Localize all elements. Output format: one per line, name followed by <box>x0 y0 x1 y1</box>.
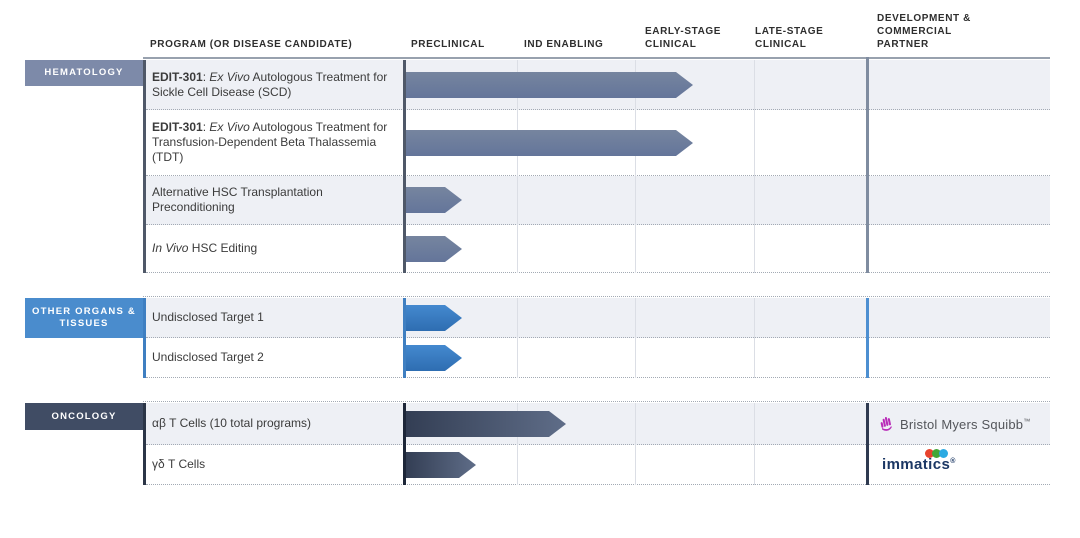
partner-bristol-myers-squibb: Bristol Myers Squibb™ <box>878 411 1030 437</box>
column-header-program: PROGRAM (OR DISEASE CANDIDATE) <box>150 39 353 50</box>
program-label: αβ T Cells (10 total programs) <box>152 416 311 430</box>
column-header-dev-commercial-partner: DEVELOPMENT & COMMERCIAL PARTNER <box>877 13 971 50</box>
oncology-left-accent <box>143 403 146 485</box>
table-row-undisclosed-1: Undisclosed Target 1 <box>146 298 1050 338</box>
oncology-chart-accent <box>403 403 406 485</box>
program-label: EDIT-301: Ex Vivo Autologous Treatment f… <box>152 120 388 164</box>
column-header-late-stage-clinical: LATE-STAGE CLINICAL <box>755 26 824 50</box>
partner-name: immatics® <box>882 456 956 473</box>
section-label-other-organs: OTHER ORGANS & TISSUES <box>25 298 143 338</box>
section-label-oncology: ONCOLOGY <box>25 403 143 430</box>
hematology-left-accent <box>143 60 146 273</box>
immatics-dots-icon <box>924 449 948 458</box>
oncology-top-border <box>143 401 1050 402</box>
section-label-hematology: HEMATOLOGY <box>25 60 143 86</box>
stage-arrow-gd-tcells <box>406 452 476 478</box>
other-organs-left-accent <box>143 298 146 378</box>
other-organs-chart-accent <box>403 298 406 378</box>
hematology-top-border <box>143 57 1050 59</box>
stage-arrow-edit301-tdt <box>406 130 693 156</box>
program-label: EDIT-301: Ex Vivo Autologous Treatment f… <box>152 69 388 99</box>
program-label: Undisclosed Target 1 <box>152 310 264 324</box>
gridline-early <box>635 60 636 273</box>
table-row-undisclosed-2: Undisclosed Target 2 <box>146 338 1050 378</box>
table-row-gd-tcells: γδ T Cells <box>146 445 1050 485</box>
program-label: Alternative HSC Transplantation Precondi… <box>152 185 323 214</box>
hematology-chart-accent <box>403 60 406 273</box>
gridline-ind <box>517 403 518 485</box>
program-label: γδ T Cells <box>152 457 206 471</box>
column-header-early-stage-clinical: EARLY-STAGE CLINICAL <box>645 26 722 50</box>
stage-arrow-ab-tcells <box>406 411 566 437</box>
gridline-early <box>635 403 636 485</box>
oncology-partner-divider <box>866 403 869 485</box>
program-label: In Vivo HSC Editing <box>152 241 258 255</box>
gridline-early <box>635 298 636 378</box>
table-row-ab-tcells: αβ T Cells (10 total programs) <box>146 403 1050 445</box>
other-organs-partner-divider <box>866 298 869 378</box>
partner-immatics: immatics® <box>882 449 956 479</box>
hematology-partner-divider <box>866 57 869 273</box>
column-header-preclinical: PRECLINICAL <box>411 39 485 50</box>
gridline-late <box>754 298 755 378</box>
stage-arrow-edit301-scd <box>406 72 693 98</box>
gridline-ind <box>517 60 518 273</box>
other-organs-top-border <box>143 296 1050 297</box>
partner-name: Bristol Myers Squibb™ <box>900 416 1031 432</box>
gridline-late <box>754 60 755 273</box>
table-row-invivo-hsc: In Vivo HSC Editing <box>146 225 1050 273</box>
bms-hand-icon <box>878 415 895 433</box>
program-label: Undisclosed Target 2 <box>152 350 264 364</box>
table-row-alt-hsc: Alternative HSC Transplantation Precondi… <box>146 176 1050 225</box>
gridline-ind <box>517 298 518 378</box>
gridline-late <box>754 403 755 485</box>
column-header-ind-enabling: IND ENABLING <box>524 39 604 50</box>
table-row-edit301-scd: EDIT-301: Ex Vivo Autologous Treatment f… <box>146 60 1050 110</box>
